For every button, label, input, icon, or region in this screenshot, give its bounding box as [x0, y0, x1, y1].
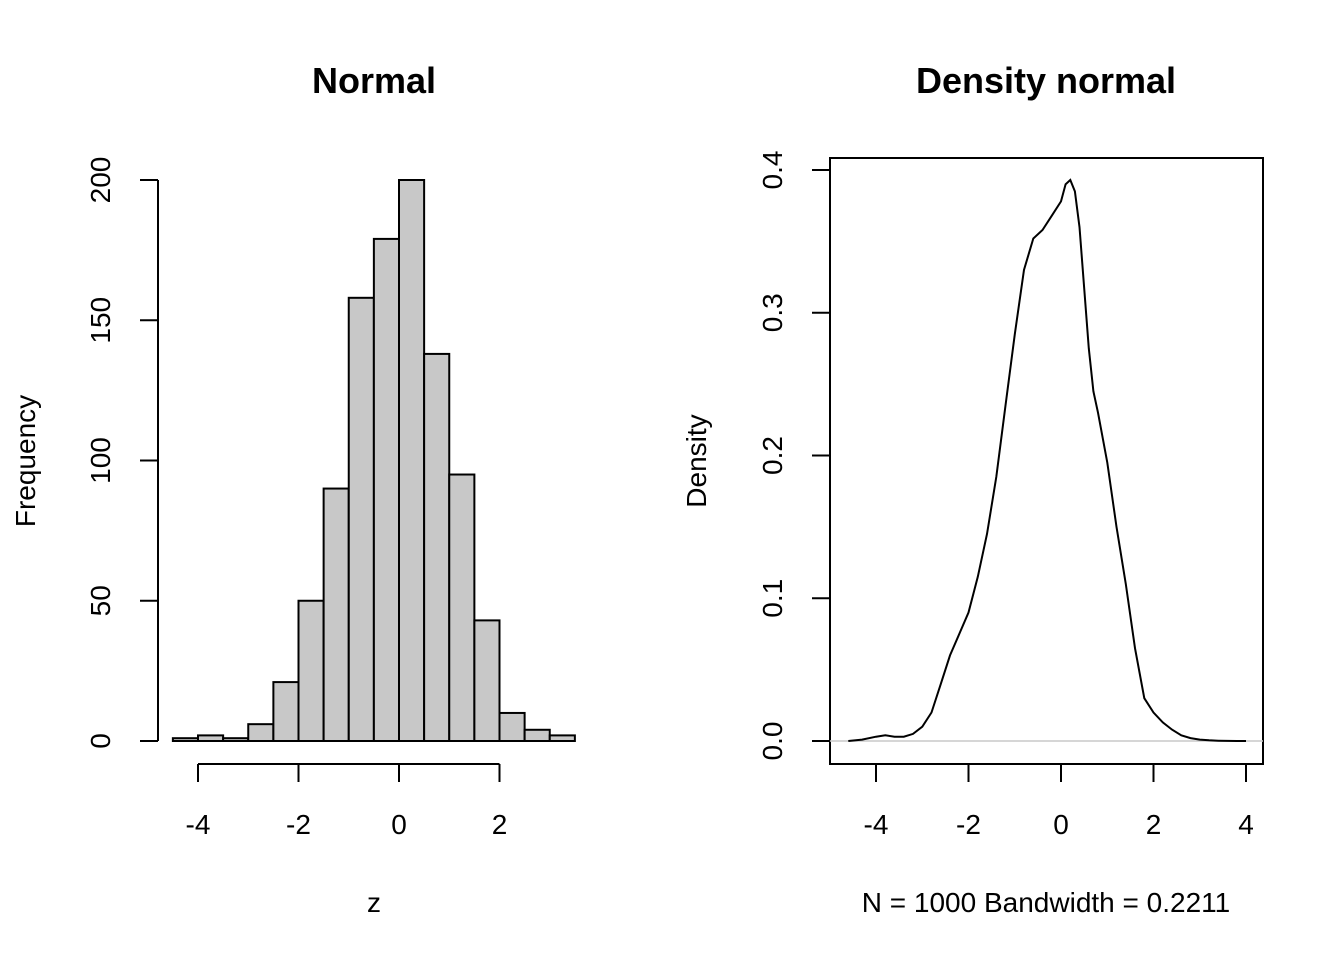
- histogram-y-tick-label: 0: [85, 733, 116, 749]
- histogram-x-tick-label: 0: [391, 809, 407, 840]
- histogram-bar: [398, 179, 426, 742]
- histogram-bar: [322, 487, 350, 742]
- histogram-bar: [197, 734, 225, 743]
- histogram-x-tick-label: 2: [492, 809, 508, 840]
- histogram-bar: [222, 737, 250, 743]
- density-y-axis: 0.0 0.1 0.2 0.3 0.4: [757, 151, 830, 761]
- density-x-tick-label: 4: [1238, 809, 1254, 840]
- histogram-bar: [171, 737, 199, 743]
- histogram-bar: [448, 473, 476, 742]
- histogram-y-tick-label: 200: [85, 157, 116, 204]
- histogram-bar: [347, 296, 375, 742]
- density-title: Density normal: [916, 60, 1176, 101]
- histogram-bar: [372, 237, 400, 742]
- histogram-y-tick-label: 100: [85, 437, 116, 484]
- density-y-tick-label: 0.0: [757, 722, 788, 761]
- histogram-y-tick-label: 150: [85, 297, 116, 344]
- histogram-bar: [272, 681, 300, 742]
- density-x-tick-label: 2: [1146, 809, 1162, 840]
- histogram-x-tick-label: -2: [286, 809, 311, 840]
- histogram-y-axis-label: Frequency: [10, 395, 41, 527]
- histogram-x-tick-label: -4: [186, 809, 211, 840]
- histogram-bar: [523, 728, 551, 743]
- histogram-title: Normal: [312, 60, 436, 101]
- density-y-tick-label: 0.2: [757, 436, 788, 475]
- histogram-x-axis-label: z: [367, 887, 381, 918]
- density-x-tick-label: 0: [1053, 809, 1069, 840]
- histogram-y-tick-label: 50: [85, 585, 116, 616]
- density-x-axis: -4 -2 0 2 4: [864, 764, 1254, 840]
- histogram-bars: [171, 179, 576, 743]
- density-panel: Density normal N = 1000 Bandwidth = 0.22…: [681, 60, 1264, 918]
- density-curve: [848, 178, 1246, 742]
- histogram-bar: [247, 723, 275, 742]
- histogram-bar: [423, 352, 451, 742]
- histogram-x-axis: -4 -2 0 2: [186, 763, 508, 840]
- histogram-bar: [297, 599, 325, 742]
- density-x-axis-label: N = 1000 Bandwidth = 0.2211: [862, 887, 1230, 918]
- density-y-tick-label: 0.4: [757, 151, 788, 190]
- histogram-panel: Normal z Frequency -4 -2 0 2 0 50 100 150 200: [10, 60, 576, 918]
- histogram-y-axis: 0 50 100 150 200: [85, 157, 159, 749]
- histogram-bar: [473, 619, 501, 743]
- histogram-bar: [498, 711, 526, 743]
- density-y-axis-label: Density: [681, 414, 712, 507]
- density-y-tick-label: 0.3: [757, 293, 788, 332]
- histogram-bar: [548, 734, 576, 743]
- density-x-tick-label: -2: [956, 809, 981, 840]
- density-y-tick-label: 0.1: [757, 579, 788, 618]
- density-x-tick-label: -4: [864, 809, 889, 840]
- density-plot-frame: [829, 157, 1264, 765]
